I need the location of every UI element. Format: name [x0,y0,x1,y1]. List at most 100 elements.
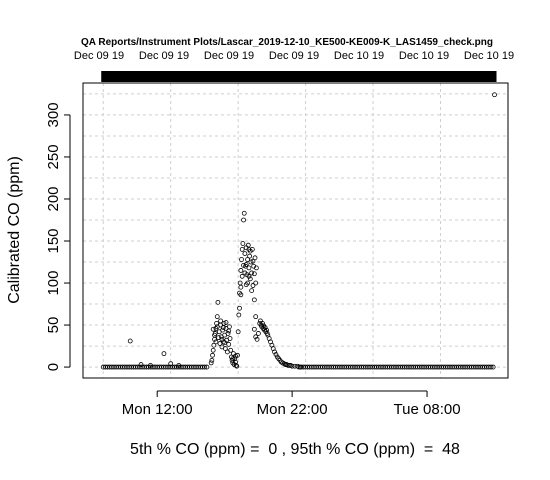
y-tick-label: 150 [45,228,62,253]
data-point [233,362,239,368]
data-point [232,356,238,362]
zero-baseline [100,364,496,370]
data-point [247,276,253,282]
data-point [242,270,248,276]
data-point [209,357,215,363]
data-point [223,320,229,325]
data-point [225,331,231,336]
data-points [127,92,497,370]
data-point [228,347,234,353]
data-point [234,363,240,369]
data-point [210,347,216,353]
data-point [287,362,292,368]
data-point [214,320,219,326]
data-point [237,305,242,311]
baseline-point [204,364,210,370]
x-tick-label: Mon 12:00 [122,401,193,418]
plot-frame [82,82,509,379]
data-point [239,257,244,262]
y-tick-label: 250 [45,144,62,169]
x-tick-label: Tue 08:00 [394,401,461,418]
data-point [272,349,277,355]
data-point [222,340,228,346]
x-tick-label: Mon 22:00 [257,401,328,418]
data-point [289,363,295,369]
data-point [233,359,238,365]
y-tick-label: 0 [45,363,62,371]
top-tick-label: Dec 10 19 [464,50,514,62]
data-point [230,356,236,362]
data-point [168,361,174,367]
data-point [245,257,251,262]
data-point [252,255,258,261]
top-tick-label: Dec 10 19 [399,50,449,62]
data-point [260,320,265,326]
data-point [211,342,217,348]
data-point [236,312,242,318]
data-point [127,338,133,344]
top-axis: Dec 09 19 Dec 09 19 Dec 09 19 Dec 09 19 Dec … [74,50,514,82]
data-point [253,265,259,271]
chart-title: QA Reports/Instrument Plots/Lascar_2019-… [81,37,493,48]
top-tick-label: Dec 10 19 [334,50,384,62]
data-point [247,253,253,259]
data-point [227,336,233,341]
data-point [492,92,497,98]
data-point [208,360,214,366]
data-point [255,331,261,336]
data-point [253,314,259,320]
data-point [235,329,241,335]
data-point [212,332,217,338]
data-point [218,318,224,324]
top-tick-label: Dec 09 19 [139,50,189,62]
data-point [239,273,245,279]
top-tick-label: Dec 09 19 [204,50,254,62]
time-coverage-bar [101,71,497,82]
data-point [246,247,252,252]
data-point [246,273,252,279]
data-point [138,362,144,367]
data-point [213,339,219,345]
data-point [246,265,252,271]
data-point [295,363,300,369]
data-point [176,362,182,368]
y-tick-label: 100 [45,271,62,296]
data-point [210,326,216,332]
data-point [251,326,257,332]
data-point [292,363,298,369]
data-point [253,334,259,340]
data-point [249,288,255,293]
baseline-point [488,364,494,370]
data-point [214,314,220,320]
data-point [254,336,260,342]
data-point [238,268,244,273]
top-tick-label: Dec 09 19 [269,50,319,62]
baseline-point [490,364,496,370]
data-point [148,362,153,368]
data-point [241,217,246,223]
y-axis: 0 50 100 150 200 250 300 [45,102,71,371]
y-tick-label: 200 [45,186,62,211]
data-point [239,247,245,252]
data-point [243,262,249,267]
y-tick-label: 50 [45,317,62,334]
data-point [273,352,279,357]
data-point [250,283,256,288]
baseline-point [202,364,208,370]
y-axis-label: Calibrated CO (ppm) [6,156,23,304]
data-point [215,299,221,305]
x-axis: Mon 12:00 Mon 22:00 Tue 08:00 [122,390,461,418]
data-point [226,328,232,334]
data-point [243,282,249,288]
data-point [253,280,259,286]
data-point [226,341,232,347]
data-point [220,325,226,330]
data-point [238,292,244,298]
data-point [238,284,244,290]
footer-stats: 5th % CO (ppm) = 0 , 95th % CO (ppm) = 4… [130,441,460,458]
y-tick-label: 300 [45,102,62,127]
data-point [219,336,225,342]
data-point [242,251,248,257]
data-point [241,210,247,216]
